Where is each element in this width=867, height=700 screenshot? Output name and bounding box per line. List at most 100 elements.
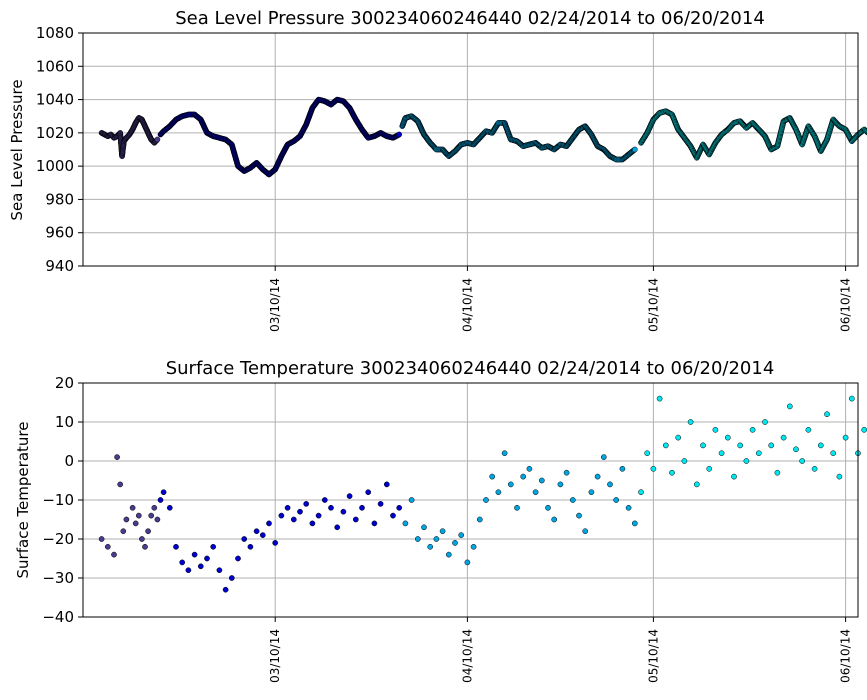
temperature-ytick-label: 10 [55,413,74,431]
temperature-data-point [650,465,657,472]
temperature-ytick-label: −10 [42,491,74,509]
temperature-data-point [563,469,570,476]
pressure-data-point [154,136,161,143]
temperature-data-point [290,516,297,523]
temperature-panel: Surface Temperature 300234060246440 02/2… [14,358,867,683]
temperature-data-marks [98,395,867,593]
temperature-data-point [861,426,867,433]
temperature-data-point [576,512,582,519]
temperature-data-point [160,489,167,496]
temperature-data-point [120,528,127,535]
temperature-data-point [117,481,124,488]
temperature-data-point [145,528,151,535]
temperature-data-point [439,528,446,535]
temperature-data-point [675,434,682,441]
temperature-data-point [799,458,806,464]
pressure-xtick-label: 05/10/14 [646,278,660,332]
pressure-panel: Sea Level Pressure 300234060246440 02/24… [8,8,867,332]
temperature-data-point [501,450,508,457]
temperature-data-point [104,543,111,550]
temperature-data-point [737,442,744,449]
temperature-data-point [396,504,403,511]
temperature-title: Surface Temperature 300234060246440 02/2… [166,358,775,379]
temperature-data-point [421,524,427,531]
temperature-ytick-label: −20 [42,530,74,548]
temperature-data-point [371,520,378,527]
pressure-xtick-label: 03/10/14 [268,278,282,332]
temperature-data-point [414,536,421,542]
temperature-data-point [514,504,520,511]
pressure-ytick-label: 980 [45,190,74,208]
temperature-data-point [786,403,793,410]
temperature-ytick-label: −40 [42,608,74,626]
pressure-title: Sea Level Pressure 300234060246440 02/24… [175,8,765,29]
temperature-data-point [656,395,663,402]
temperature-data-point [135,512,142,519]
temperature-data-point [545,504,551,511]
pressure-xtick-label: 06/10/14 [839,278,853,332]
temperature-data-point [718,450,725,457]
temperature-data-point [470,543,477,550]
temperature-y-axis-label: Surface Temperature [14,422,32,579]
temperature-data-point [334,524,341,531]
pressure-data-marks [98,96,867,178]
temperature-data-point [780,434,787,441]
temperature-data-point [476,516,483,523]
temperature-data-point [402,520,409,527]
temperature-data-point [842,434,849,441]
temperature-data-point [259,532,266,538]
temperature-data-point [191,551,198,558]
pressure-axes: 940 960 980 1000 1020 1040 1060 1080 03/10/14 04/… [36,24,853,332]
temperature-data-point [582,528,589,535]
temperature-data-point [154,516,161,523]
temperature-data-point [210,543,217,550]
temperature-data-point [427,543,434,550]
temperature-data-point [817,442,824,449]
pressure-ytick-label: 1080 [36,24,74,42]
temperature-data-point [315,512,322,519]
temperature-xtick-label: 05/10/14 [646,629,660,683]
temperature-data-point [408,497,415,503]
temperature-data-point [222,586,229,593]
temperature-data-point [749,426,756,433]
temperature-data-point [272,540,279,546]
temperature-data-point [123,516,130,523]
temperature-data-point [377,501,384,507]
temperature-data-point [743,458,750,464]
pressure-data-point [631,146,638,153]
temperature-data-point [774,469,781,476]
temperature-xtick-label: 03/10/14 [268,629,282,683]
temperature-data-point [706,465,713,472]
temperature-data-point [687,419,694,425]
temperature-data-point [762,419,768,425]
temperature-data-point [185,567,192,574]
pressure-plot-frame [82,32,859,267]
temperature-data-point [569,497,576,503]
temperature-data-point [824,411,830,418]
temperature-data-point [383,481,390,488]
temperature-data-point [157,497,164,503]
temperature-data-point [151,504,158,511]
pressure-xtick-label: 04/10/14 [460,278,474,332]
temperature-data-point [712,426,719,433]
temperature-data-point [390,512,396,519]
temperature-data-point [848,395,855,402]
temperature-data-point [433,536,440,542]
temperature-data-point [346,493,353,499]
temperature-data-point [489,473,496,480]
pressure-ytick-label: 1060 [36,57,74,75]
pressure-ytick-label: 1020 [36,124,74,142]
pressure-ytick-label: 1000 [36,157,74,175]
temperature-data-point [644,450,651,457]
temperature-data-point [132,520,139,527]
temperature-data-point [669,469,675,476]
temperature-data-point [228,575,235,581]
temperature-data-point [619,465,626,472]
temperature-data-point [235,555,241,562]
temperature-data-point [731,473,737,480]
temperature-data-point [284,504,291,511]
temperature-ytick-label: 0 [64,452,74,470]
temperature-data-point [142,543,148,550]
pressure-ytick-label: 960 [45,224,74,242]
temperature-data-point [445,551,452,558]
